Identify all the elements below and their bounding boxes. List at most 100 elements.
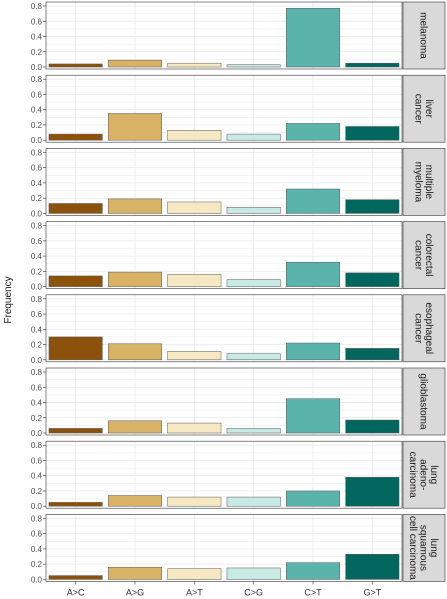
bar-A>C <box>48 575 103 580</box>
bar-C>T <box>286 261 340 287</box>
facet-strip <box>402 514 446 582</box>
bar-C>T <box>286 188 340 214</box>
panel-border <box>45 367 403 436</box>
facet-label: glioblastoma <box>418 373 429 430</box>
y-tick-label: 0.0 <box>31 356 43 365</box>
y-tick-label: 0.4 <box>31 545 43 554</box>
y-tick-label: 0.2 <box>31 48 43 57</box>
y-tick-label: 0.6 <box>31 530 43 539</box>
y-tick-label: 0.8 <box>31 514 43 523</box>
bar-C>G <box>226 279 281 287</box>
panel-background <box>46 75 402 143</box>
facet-strip <box>402 294 446 363</box>
panel-background <box>46 221 402 289</box>
facet-panel: 0.0 0.2 0.4 0.6 0.8 livercancer <box>31 74 446 145</box>
x-tick-label: C>T <box>304 587 322 597</box>
facet-panel: 0.0 0.2 0.4 0.6 0.8 melanoma <box>31 1 446 72</box>
bar-G>T <box>345 348 400 361</box>
bar-A>G <box>108 420 162 434</box>
y-tick-label: 0.4 <box>31 252 43 261</box>
panel-background <box>46 294 402 362</box>
bar-A>T <box>167 496 222 507</box>
bar-A>G <box>108 59 162 68</box>
y-tick-label: 0.4 <box>31 399 43 408</box>
y-tick-label: 0.4 <box>31 106 43 115</box>
facet-strip <box>402 1 446 70</box>
bar-G>T <box>345 476 400 507</box>
facet-label: livercancer <box>412 94 434 125</box>
bar-A>C <box>48 502 103 507</box>
bar-A>C <box>48 203 103 214</box>
panel-border <box>45 148 403 216</box>
y-tick-label: 0.0 <box>31 502 43 511</box>
y-tick-label: 0.6 <box>31 456 43 465</box>
y-tick-label: 0.4 <box>31 325 43 334</box>
y-tick-label: 0.8 <box>31 2 43 11</box>
y-tick-label: 0.4 <box>31 472 43 481</box>
y-tick-label: 0.8 <box>31 148 43 157</box>
facet-label: melanoma <box>418 12 429 59</box>
facet-label: esophagealcancer <box>412 302 434 354</box>
x-tick-label: C>G <box>244 587 263 597</box>
facet-strip <box>402 440 446 509</box>
panel-border <box>45 221 403 289</box>
facet-label: colorectalcancer <box>412 234 434 277</box>
bar-C>T <box>286 490 340 507</box>
facet-panel: 0.0 0.2 0.4 0.6 0.8 glioblastoma <box>31 367 446 438</box>
bar-A>G <box>108 343 162 361</box>
bar-A>T <box>167 274 222 287</box>
bar-A>T <box>167 568 222 580</box>
y-tick-label: 0.6 <box>31 383 43 392</box>
y-tick-label: 0.8 <box>31 441 43 450</box>
bar-C>G <box>226 496 281 507</box>
y-tick-label: 0.6 <box>31 90 43 99</box>
facet-strip <box>402 221 446 289</box>
bar-G>T <box>345 553 400 580</box>
facet-label: lungsquamouscell carcinoma <box>407 516 439 580</box>
panel-background <box>46 368 402 435</box>
bar-G>T <box>345 126 400 141</box>
y-tick-label: 0.2 <box>31 560 43 569</box>
panel-background <box>46 514 402 582</box>
y-tick-label: 0.6 <box>31 164 43 173</box>
y-tick-label: 0.8 <box>31 368 43 377</box>
facet-label: multiplemyeloma <box>412 162 434 203</box>
y-tick-label: 0.8 <box>31 75 43 84</box>
bar-G>T <box>345 419 400 434</box>
bar-G>T <box>345 62 400 68</box>
bar-C>G <box>226 428 281 434</box>
bar-C>T <box>286 8 340 68</box>
panel-border <box>45 440 403 509</box>
facet-label: lungadeno-carcinoma <box>407 452 439 499</box>
y-tick-label: 0.0 <box>31 63 43 72</box>
bar-A>C <box>48 428 103 434</box>
bar-C>G <box>226 64 281 68</box>
facet-strip <box>402 74 446 143</box>
bar-A>G <box>108 271 162 287</box>
x-tick-label: A>C <box>67 587 85 597</box>
facet-strip <box>402 367 446 436</box>
facet-panel: 0.0 0.2 0.4 0.6 0.8 multiplemyeloma <box>31 148 446 218</box>
bar-A>T <box>167 201 222 214</box>
panel-border <box>45 514 403 582</box>
y-tick-label: 0.6 <box>31 237 43 246</box>
x-tick-label: G>T <box>363 587 381 597</box>
y-tick-label: 0.2 <box>31 487 43 496</box>
bar-A>G <box>108 198 162 214</box>
bar-A>C <box>48 63 103 68</box>
bar-C>G <box>226 353 281 361</box>
y-tick-label: 0.2 <box>31 267 43 276</box>
bar-C>T <box>286 398 340 434</box>
y-tick-label: 0.0 <box>31 575 43 584</box>
bar-A>G <box>108 566 162 580</box>
bar-C>T <box>286 123 340 141</box>
bar-A>G <box>108 495 162 507</box>
facet-panel: 0.0 0.2 0.4 0.6 0.8 esophagealcancer <box>31 294 446 365</box>
bar-C>T <box>286 562 340 580</box>
bar-A>C <box>48 275 103 287</box>
bar-A>C <box>48 133 103 141</box>
panel-border <box>45 1 403 70</box>
y-tick-label: 0.4 <box>31 33 43 42</box>
y-tick-label: 0.2 <box>31 121 43 130</box>
panel-border <box>45 294 403 363</box>
